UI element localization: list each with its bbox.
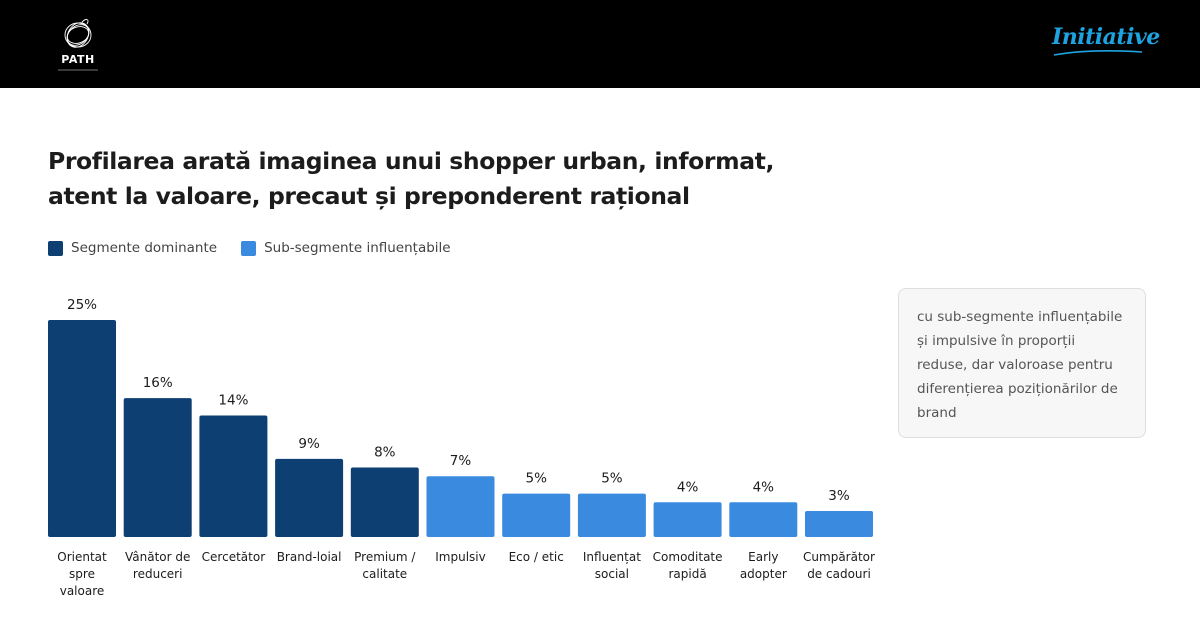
- category-label-8-0: Comoditate: [653, 550, 723, 564]
- category-label-9-1: adopter: [740, 567, 787, 581]
- bar-0: [48, 320, 116, 537]
- legend-swatch-dominant: [48, 240, 63, 256]
- path-scribble-icon: [64, 19, 92, 48]
- path-logo: PATH: [52, 16, 104, 72]
- callout-box: cu sub-segmente influențabile și impulsi…: [898, 288, 1146, 438]
- category-label-4-0: Premium /: [354, 550, 416, 564]
- bar-value-label-6: 5%: [525, 471, 547, 487]
- bar-value-label-4: 8%: [374, 445, 396, 461]
- category-label-0-2: valoare: [60, 584, 105, 598]
- chart-legend: Segmente dominante Sub-segmente influenț…: [48, 238, 475, 258]
- bar-value-label-7: 5%: [601, 471, 623, 487]
- bar-10: [805, 510, 873, 537]
- bar-value-label-9: 4%: [753, 479, 775, 495]
- bar-value-label-0: 25%: [67, 297, 97, 313]
- category-label-7-1: social: [595, 567, 629, 581]
- category-label-0-1: spre: [69, 567, 95, 581]
- category-label-6-0: Eco / etic: [509, 550, 564, 564]
- category-label-1-1: reduceri: [133, 567, 183, 581]
- page-title: Profilarea arată imaginea unui shopper u…: [48, 147, 775, 210]
- bar-7: [577, 493, 646, 537]
- bar-value-label-8: 4%: [677, 479, 699, 495]
- bar-9: [729, 502, 798, 537]
- initiative-logo: Initiative: [1052, 24, 1160, 50]
- bar-value-label-3: 9%: [298, 436, 320, 452]
- bar-6: [502, 493, 571, 537]
- callout-text: cu sub-segmente influențabile și impulsi…: [917, 309, 1123, 421]
- bar-value-label-1: 16%: [143, 375, 173, 391]
- category-label-0-0: Orientat: [57, 550, 107, 564]
- bar-5: [426, 476, 495, 537]
- bar-1: [123, 398, 192, 537]
- bar-value-label-10: 3%: [828, 488, 850, 504]
- category-label-2-0: Cercetător: [202, 550, 266, 564]
- path-logo-text: PATH: [61, 53, 95, 66]
- category-label-5-0: Impulsiv: [435, 550, 485, 564]
- category-label-4-1: calitate: [362, 567, 407, 581]
- category-label-7-0: Influențat: [583, 550, 641, 564]
- header-bar: PATH Initiative: [0, 0, 1200, 88]
- category-label-9-0: Early: [748, 550, 778, 564]
- legend-item-dominant: Segmente dominante: [48, 240, 217, 256]
- legend-label-dominant: Segmente dominante: [71, 240, 218, 256]
- category-label-1-0: Vânător de: [125, 550, 190, 564]
- path-logo-tagline: [58, 69, 98, 71]
- bar-value-label-5: 7%: [450, 453, 472, 469]
- legend-label-influenceable: Sub-segmente influențabile: [264, 240, 451, 256]
- bar-2: [199, 415, 268, 537]
- category-label-10-0: Cumpărător: [803, 550, 875, 564]
- bar-4: [350, 467, 419, 537]
- bar-3: [275, 458, 344, 537]
- bar-8: [653, 502, 722, 537]
- legend-swatch-influenceable: [241, 240, 257, 256]
- category-label-3-0: Brand-loial: [277, 550, 342, 564]
- initiative-swash-icon: [1053, 49, 1143, 56]
- bar-value-label-2: 14%: [218, 392, 248, 408]
- legend-item-influenceable: Sub-segmente influențabile: [241, 240, 451, 256]
- category-label-10-1: de cadouri: [807, 567, 871, 581]
- category-label-8-1: rapidă: [668, 567, 706, 581]
